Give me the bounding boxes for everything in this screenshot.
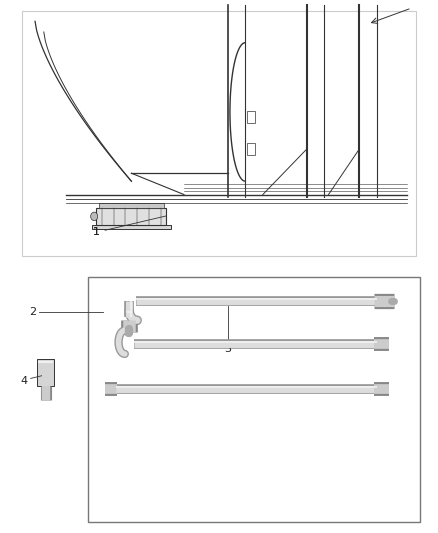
- Text: 4: 4: [21, 376, 28, 386]
- Bar: [247, 143, 255, 155]
- Bar: [37, 359, 54, 386]
- Bar: [247, 111, 255, 123]
- Text: 1: 1: [93, 227, 100, 237]
- Bar: [22, 11, 416, 256]
- Text: 3: 3: [224, 344, 231, 354]
- Bar: [96, 208, 166, 225]
- Circle shape: [91, 212, 98, 221]
- Bar: [92, 225, 171, 229]
- Bar: [99, 203, 164, 208]
- Text: 2: 2: [29, 307, 36, 317]
- Text: 1: 1: [93, 227, 100, 237]
- Bar: [88, 277, 420, 522]
